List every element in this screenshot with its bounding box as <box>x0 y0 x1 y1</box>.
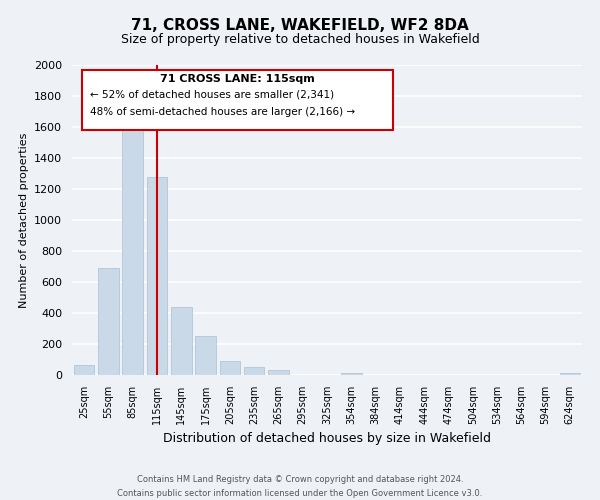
Text: 48% of semi-detached houses are larger (2,166) →: 48% of semi-detached houses are larger (… <box>90 107 355 117</box>
Text: 71 CROSS LANE: 115sqm: 71 CROSS LANE: 115sqm <box>160 74 315 85</box>
Bar <box>341 372 362 375</box>
Bar <box>146 176 167 375</box>
X-axis label: Distribution of detached houses by size in Wakefield: Distribution of detached houses by size … <box>163 432 491 446</box>
Bar <box>122 122 143 375</box>
Text: ← 52% of detached houses are smaller (2,341): ← 52% of detached houses are smaller (2,… <box>90 90 334 100</box>
Y-axis label: Number of detached properties: Number of detached properties <box>19 132 29 308</box>
Bar <box>560 372 580 375</box>
Text: Size of property relative to detached houses in Wakefield: Size of property relative to detached ho… <box>121 32 479 46</box>
Bar <box>220 361 240 375</box>
Bar <box>98 268 119 375</box>
Text: 71, CROSS LANE, WAKEFIELD, WF2 8DA: 71, CROSS LANE, WAKEFIELD, WF2 8DA <box>131 18 469 32</box>
Bar <box>244 367 265 375</box>
Bar <box>195 336 216 375</box>
FancyBboxPatch shape <box>82 70 394 130</box>
Bar <box>74 365 94 375</box>
Bar <box>171 307 191 375</box>
Bar <box>268 370 289 375</box>
Text: Contains HM Land Registry data © Crown copyright and database right 2024.
Contai: Contains HM Land Registry data © Crown c… <box>118 476 482 498</box>
